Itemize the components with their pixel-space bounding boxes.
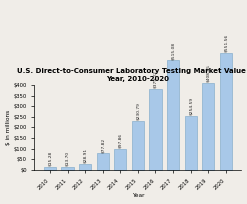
Text: $379.22: $379.22 [153,71,158,89]
Bar [132,121,144,170]
Text: $15.28: $15.28 [48,151,52,166]
Text: $77.82: $77.82 [101,137,105,153]
Bar [79,164,91,170]
Bar [220,53,232,170]
X-axis label: Year: Year [132,193,144,198]
Bar [114,149,126,170]
Bar [202,83,214,170]
Text: $515.08: $515.08 [171,41,175,60]
Text: $97.86: $97.86 [118,133,122,148]
Bar [61,167,74,170]
Bar [185,116,197,170]
Text: $230.79: $230.79 [136,102,140,120]
Bar [167,60,179,170]
Y-axis label: $ in millions: $ in millions [5,110,11,145]
Title: U.S. Direct-to-Consumer Laboratory Testing Market Value by
Year, 2010-2020: U.S. Direct-to-Consumer Laboratory Testi… [17,68,247,82]
Text: $13.70: $13.70 [65,151,69,166]
Text: $28.91: $28.91 [83,148,87,163]
Bar [44,167,56,170]
Bar [149,89,162,170]
Text: $551.56: $551.56 [224,34,228,52]
Text: $254.59: $254.59 [189,97,193,115]
Bar [97,153,109,170]
Text: $408.85: $408.85 [206,64,210,82]
